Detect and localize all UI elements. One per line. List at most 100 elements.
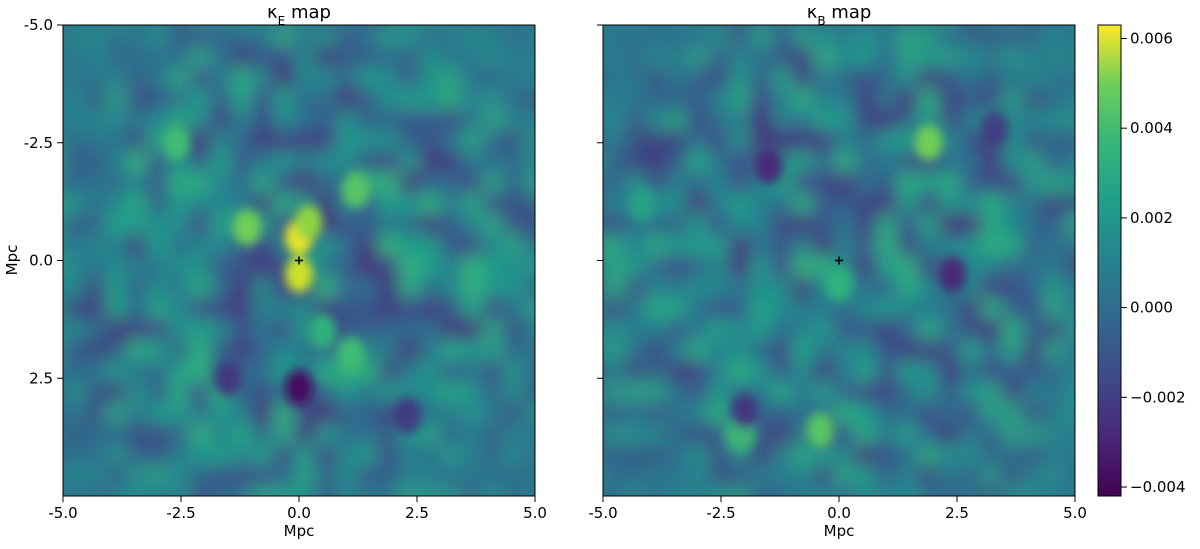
kappa-e-texture-cell [546, 361, 568, 383]
kappa-b-texture-cell [666, 508, 688, 530]
kappa-b-texture-cell [981, 508, 1003, 530]
kappa-e-center-marker [295, 256, 303, 265]
kappa-e-texture-cell [126, 25, 148, 26]
kappa-b-texture-cell [603, 277, 604, 299]
kappa-e-texture-cell [63, 424, 64, 446]
kappa-b-texture-cell [603, 298, 604, 320]
kappa-e-texture-cell [441, 25, 463, 26]
kappa-e-texture-cell [462, 25, 484, 26]
kappa-b-texture-cell [1065, 25, 1075, 26]
kappa-e-texture-cell [420, 25, 442, 26]
kappa-e-texture-cell [546, 256, 568, 278]
kappa-e-texture-cell [105, 25, 127, 26]
colorbar-tick-label: 0.002 [1130, 209, 1173, 227]
kappa-b-texture-cell [1023, 508, 1045, 530]
kappa-e-texture-cell [336, 508, 358, 530]
kappa-e-texture-cell [210, 508, 232, 530]
kappa-e-texture-cell [546, 382, 568, 404]
kappa-e-texture-cell [63, 298, 64, 320]
kappa-b-texture-cell [1002, 25, 1024, 26]
kappa-e-y-tick-label: 0.0 [29, 252, 53, 270]
kappa-e-texture-cell [63, 67, 64, 89]
kappa-b-texture-cell [624, 508, 646, 530]
kappa-e-texture-cell [336, 25, 358, 26]
kappa-b-texture-cell [624, 25, 646, 26]
kappa-e-texture-cell [63, 445, 64, 467]
kappa-e-texture-cell [210, 25, 232, 26]
kappa-b-texture-cell [645, 25, 667, 26]
kappa-b-texture-cell [897, 508, 919, 530]
kappa-e-texture-cell [63, 193, 64, 215]
kappa-e-texture-cell [546, 25, 568, 47]
kappa-e-texture-cell [546, 298, 568, 320]
kappa-b-texture-cell [603, 151, 604, 173]
kappa-e-texture-cell [546, 487, 568, 509]
kappa-e-texture-cell [546, 46, 568, 68]
kappa-e-texture-cell [63, 403, 64, 425]
kappa-b-center-marker [835, 256, 843, 265]
kappa-b-texture-cell [1044, 25, 1066, 26]
kappa-e-texture-cell [63, 340, 64, 362]
kappa-e-texture-cell [63, 172, 64, 194]
kappa-b-texture-cell [792, 508, 814, 530]
kappa-e-y-tick-label: 2.5 [29, 369, 53, 387]
kappa-b-texture-cell [603, 88, 604, 110]
kappa-e-texture-cell [525, 25, 535, 26]
kappa-e-texture-cell [63, 109, 64, 131]
kappa-e-texture-cell [546, 88, 568, 110]
kappa-e-texture-cell [252, 508, 274, 530]
kappa-b-texture-cell [603, 382, 604, 404]
kappa-b-texture-cell [687, 25, 709, 26]
kappa-b-x-tick-label: -5.0 [588, 504, 617, 522]
colorbar-gradient [1097, 24, 1122, 497]
kappa-b-texture-cell [603, 466, 604, 488]
kappa-e-texture-cell [231, 508, 253, 530]
kappa-e-texture-cell [315, 508, 337, 530]
kappa-b-panel: κB map -5.0 -2.5 0.0 2.5 5.0 Mpc [588, 2, 1108, 540]
kappa-b-x-tick-label: 2.5 [945, 504, 969, 522]
kappa-e-texture-cell [105, 508, 127, 530]
kappa-e-texture-cell [63, 277, 64, 299]
kappa-b-texture-cell [603, 172, 604, 194]
kappa-b-texture-cell [750, 25, 772, 26]
kappa-b-texture-cell [603, 25, 604, 26]
kappa-e-texture-cell [546, 67, 568, 89]
kappa-e-texture-cell [546, 424, 568, 446]
kappa-b-texture-cell [603, 235, 604, 257]
kappa-b-texture-cell [603, 25, 625, 26]
kappa-b-texture-cell [603, 424, 604, 446]
kappa-b-texture-cell [960, 25, 982, 26]
kappa-b-texture-cell [603, 130, 604, 152]
kappa-e-texture-cell [147, 25, 169, 26]
kappa-e-texture-cell [546, 403, 568, 425]
kappa-e-texture-cell [441, 508, 463, 530]
kappa-e-texture-cell [546, 151, 568, 173]
kappa-e-texture-cell [483, 25, 505, 26]
kappa-b-xlabel: Mpc [824, 522, 855, 540]
kappa-e-x-tick-label: 2.5 [405, 504, 429, 522]
kappa-b-texture-cell [918, 25, 940, 26]
kappa-e-ylabel: Mpc [3, 245, 21, 276]
kappa-e-texture-cell [84, 508, 106, 530]
kappa-b-texture-cell [708, 25, 730, 26]
kappa-e-texture-cell [357, 25, 379, 26]
colorbar-tick-label: 0.004 [1130, 119, 1173, 137]
kappa-e-texture-cell [546, 193, 568, 215]
kappa-e-texture-cell [231, 25, 253, 26]
colorbar: −0.004 −0.002 0.000 0.002 0.004 0.006 [1097, 24, 1186, 497]
kappa-e-texture-cell [546, 235, 568, 257]
kappa-e-texture-cell [546, 445, 568, 467]
kappa-b-texture-cell [1002, 508, 1024, 530]
kappa-e-texture-cell [546, 277, 568, 299]
kappa-b-title: κB map [807, 2, 872, 28]
kappa-e-panel: κE map -5.0 -2.5 0.0 2.5 5.0 -5.0-2.50.02.5 … [3, 2, 568, 540]
kappa-b-texture-cell [603, 214, 604, 236]
kappa-e-texture-cell [546, 172, 568, 194]
kappa-b-texture-cell [1086, 4, 1108, 26]
kappa-b-texture-cell [603, 193, 604, 215]
kappa-b-texture-cell [771, 508, 793, 530]
kappa-b-texture-cell [1086, 508, 1108, 530]
kappa-e-texture-cell [546, 340, 568, 362]
kappa-e-x-tick-label: -5.0 [48, 504, 77, 522]
